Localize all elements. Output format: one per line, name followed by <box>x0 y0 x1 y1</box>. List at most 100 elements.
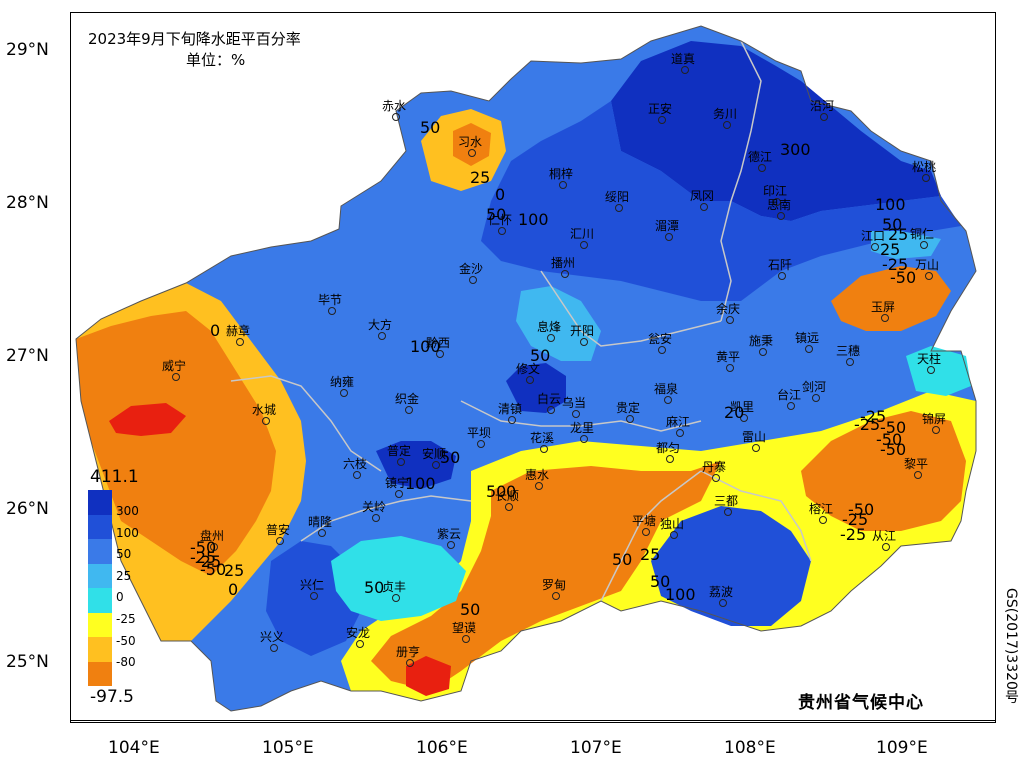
zone-100-south <box>651 506 811 626</box>
legend-tick-label: 50 <box>116 547 132 562</box>
station-label: 贞丰 <box>382 580 407 594</box>
station-label: 黎平 <box>904 457 929 471</box>
prefecture-boundaries <box>230 40 812 602</box>
station-marker <box>405 406 413 414</box>
station-label: 长顺 <box>495 489 520 503</box>
station-label: 丹寨 <box>702 460 727 474</box>
contour-label: 50 <box>440 448 461 467</box>
legend-tick-label: 0 <box>116 590 124 605</box>
lat-label: 29°N <box>6 40 49 60</box>
station-label: 册亨 <box>396 645 421 659</box>
station-label: 镇宁 <box>385 476 410 490</box>
station-marker <box>882 543 890 551</box>
lon-label: 104°E <box>108 738 160 758</box>
station-marker <box>356 640 364 648</box>
station-marker <box>526 376 534 384</box>
station-marker <box>615 204 623 212</box>
contour-label: -25 <box>854 415 881 434</box>
contour-label: 50 <box>486 205 507 224</box>
station-marker <box>552 592 560 600</box>
station-label: 望谟 <box>452 621 477 635</box>
station-label: 独山 <box>660 517 685 531</box>
contour-label: -25 <box>190 548 217 567</box>
station-marker <box>758 164 766 172</box>
station-label: 清镇 <box>498 402 523 416</box>
station-label: 播州 <box>551 256 576 270</box>
station-label: 金沙 <box>459 262 484 276</box>
map-title: 2023年9月下旬降水距平百分率 <box>88 30 301 48</box>
station-label: 白云 <box>537 392 562 406</box>
station-label: 桐梓 <box>549 167 574 181</box>
station-label: 平塘 <box>632 514 657 528</box>
legend-color-block <box>88 563 112 588</box>
legend-color-block <box>88 637 112 662</box>
zone-neg50-east <box>831 266 951 331</box>
station-marker <box>328 307 336 315</box>
station-marker <box>508 416 516 424</box>
station-marker <box>395 490 403 498</box>
station-marker <box>752 444 760 452</box>
station-marker <box>172 373 180 381</box>
station-marker <box>547 334 555 342</box>
station-marker <box>778 272 786 280</box>
station-label: 织金 <box>395 392 420 406</box>
contour-label: 50 <box>460 600 481 619</box>
station-label: 习水 <box>458 135 483 149</box>
zone-cyan-east <box>906 346 971 396</box>
station-label: 福泉 <box>654 382 679 396</box>
station-label: 道真 <box>671 52 696 66</box>
lon-label: 105°E <box>262 738 314 758</box>
map-review-code: GS(2017)3320号 <box>1003 588 1019 704</box>
legend-tick-label: 25 <box>116 568 132 583</box>
station-marker <box>310 592 318 600</box>
station-label: 盘州 <box>200 529 225 543</box>
contour-label: 25 <box>640 545 661 564</box>
station-marker <box>270 644 278 652</box>
station-marker <box>719 599 727 607</box>
contour-label: 0 <box>495 185 506 204</box>
contour-label: 50 <box>486 482 507 501</box>
station-marker <box>392 113 400 121</box>
station-marker <box>626 415 634 423</box>
zone-neg80-west <box>76 311 276 576</box>
station-label: 天柱 <box>917 352 942 366</box>
legend-tick-label: -80 <box>116 655 136 670</box>
zone-neg50-south <box>371 461 721 691</box>
station-label: 凤冈 <box>690 189 715 203</box>
station-label: 龙里 <box>570 421 595 435</box>
station-marker <box>392 594 400 602</box>
legend-min-value: -97.5 <box>90 687 134 707</box>
contour-label: -50 <box>890 268 917 287</box>
station-label: 施秉 <box>749 334 774 348</box>
station-label: 沿河 <box>810 99 835 113</box>
station-marker <box>922 174 930 182</box>
station-label: 湄潭 <box>655 219 680 233</box>
station-marker <box>740 414 748 422</box>
contour-label: 25 <box>224 561 245 580</box>
station-label: 三都 <box>714 494 739 508</box>
station-label: 纳雍 <box>330 375 355 389</box>
contour-label: 50 <box>364 578 385 597</box>
station-label: 江口 <box>861 229 886 243</box>
station-label: 从江 <box>872 529 897 543</box>
station-label: 晴隆 <box>308 515 333 529</box>
station-marker <box>318 529 326 537</box>
station-label: 威宁 <box>162 359 187 373</box>
station-label: 松桃 <box>912 160 937 174</box>
station-marker <box>665 233 673 241</box>
contour-label: 50 <box>882 215 903 234</box>
legend-color-block <box>88 490 112 515</box>
contour-label: -50 <box>880 440 907 459</box>
contour-label: 0 <box>210 321 221 340</box>
unit-label: 单位：% <box>186 51 246 69</box>
station-label: 毕节 <box>318 293 343 307</box>
station-marker <box>658 116 666 124</box>
contour-label: 100 <box>405 474 436 493</box>
station-label: 惠水 <box>525 468 550 482</box>
legend-tick-label: 100 <box>116 525 139 540</box>
station-label: 兴仁 <box>300 578 325 592</box>
station-label: 玉屏 <box>871 300 896 314</box>
station-label: 凯里 <box>730 400 755 414</box>
station-marker <box>932 426 940 434</box>
station-marker <box>262 417 270 425</box>
